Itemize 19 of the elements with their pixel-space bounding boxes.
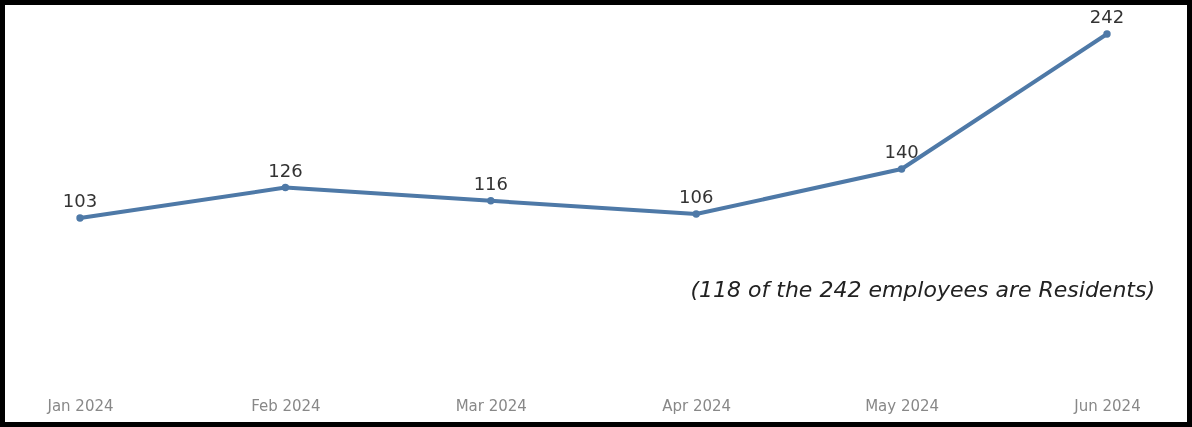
x-tick-label: Jun 2024 (1073, 396, 1141, 415)
x-tick-label: Jan 2024 (46, 396, 114, 415)
x-tick-label: Mar 2024 (455, 396, 527, 415)
x-tick-label: May 2024 (865, 396, 940, 415)
data-label: 106 (679, 186, 714, 208)
text: (118 of the 242 employees are Residents) (690, 277, 1155, 302)
point (692, 210, 700, 218)
point (76, 214, 84, 222)
point (281, 183, 290, 192)
point (487, 197, 495, 205)
x-tick-label: Apr 2024 (662, 396, 732, 415)
data-label: 116 (473, 172, 508, 194)
x-tick-label: Feb 2024 (251, 396, 321, 415)
data-label: 126 (268, 159, 303, 181)
data-label: 103 (62, 190, 98, 211)
data-label: 242 (1089, 6, 1125, 27)
point (897, 165, 906, 173)
point (1103, 30, 1111, 38)
data-label: 140 (884, 141, 919, 163)
